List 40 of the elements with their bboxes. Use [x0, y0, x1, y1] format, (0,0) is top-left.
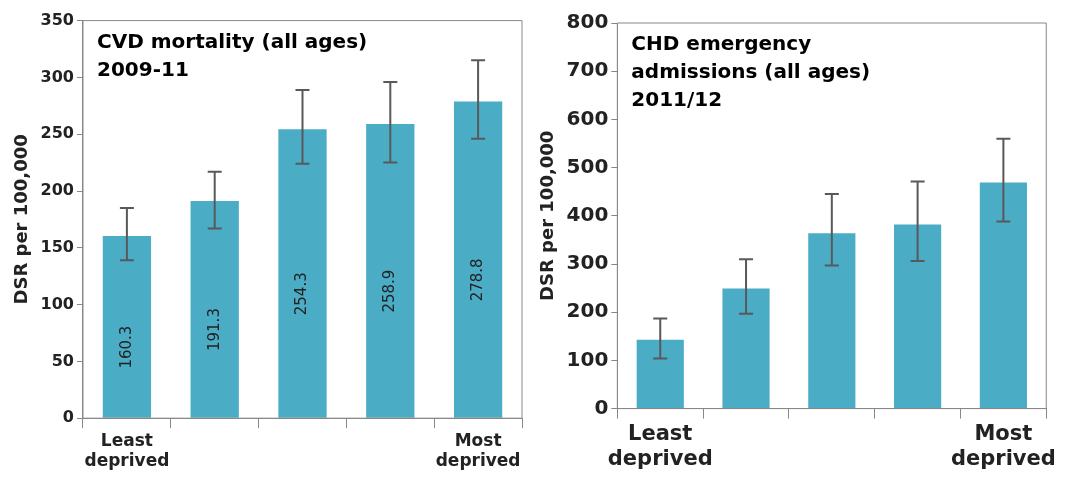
data-label: 258.9	[380, 269, 399, 313]
bar	[979, 182, 1027, 409]
data-label: 254.3	[292, 272, 311, 316]
bar	[102, 236, 152, 418]
text: CVD mortality (all ages) 2009-11	[97, 28, 368, 81]
bar	[722, 288, 770, 409]
y-tick-label: 350	[40, 9, 74, 29]
y-tick-label: 0	[62, 407, 74, 427]
y-tick-label: 300	[40, 66, 74, 86]
y-axis-title: DSR per 100,000	[536, 130, 558, 301]
x-tick-label: Least deprived	[84, 429, 170, 471]
y-tick-label: 400	[566, 202, 609, 226]
bar	[453, 101, 503, 418]
bar	[636, 339, 684, 409]
bar	[894, 224, 942, 409]
bar	[808, 233, 856, 409]
y-tick-label: 50	[51, 350, 74, 370]
y-tick-label: 100	[40, 293, 74, 313]
y-tick-label: 200	[40, 180, 74, 200]
y-tick-label: 600	[566, 105, 609, 130]
y-tick-label: 800	[566, 9, 609, 34]
y-tick-label: 0	[594, 394, 609, 419]
data-label: 160.3	[116, 325, 135, 369]
x-tick-label: Most deprived	[435, 429, 521, 471]
y-tick-label: 500	[566, 153, 609, 178]
y-axis-title: DSR per 100,000	[10, 134, 32, 305]
x-tick-label: Most deprived	[950, 420, 1056, 470]
bar	[366, 124, 415, 418]
y-tick-label: 300	[566, 250, 609, 275]
y-tick-label: 200	[566, 298, 609, 323]
y-tick-label: 100	[566, 346, 609, 371]
x-tick-label: Least deprived	[607, 420, 713, 470]
text: CHD emergency admissions (all ages) 2011/12	[631, 31, 871, 112]
data-label: 278.8	[467, 258, 486, 302]
y-tick-label: 250	[40, 123, 74, 143]
y-tick-label: 700	[566, 57, 609, 82]
bar	[190, 200, 239, 418]
bar	[278, 129, 327, 418]
data-label: 191.3	[204, 308, 223, 352]
y-tick-label: 150	[40, 236, 74, 256]
